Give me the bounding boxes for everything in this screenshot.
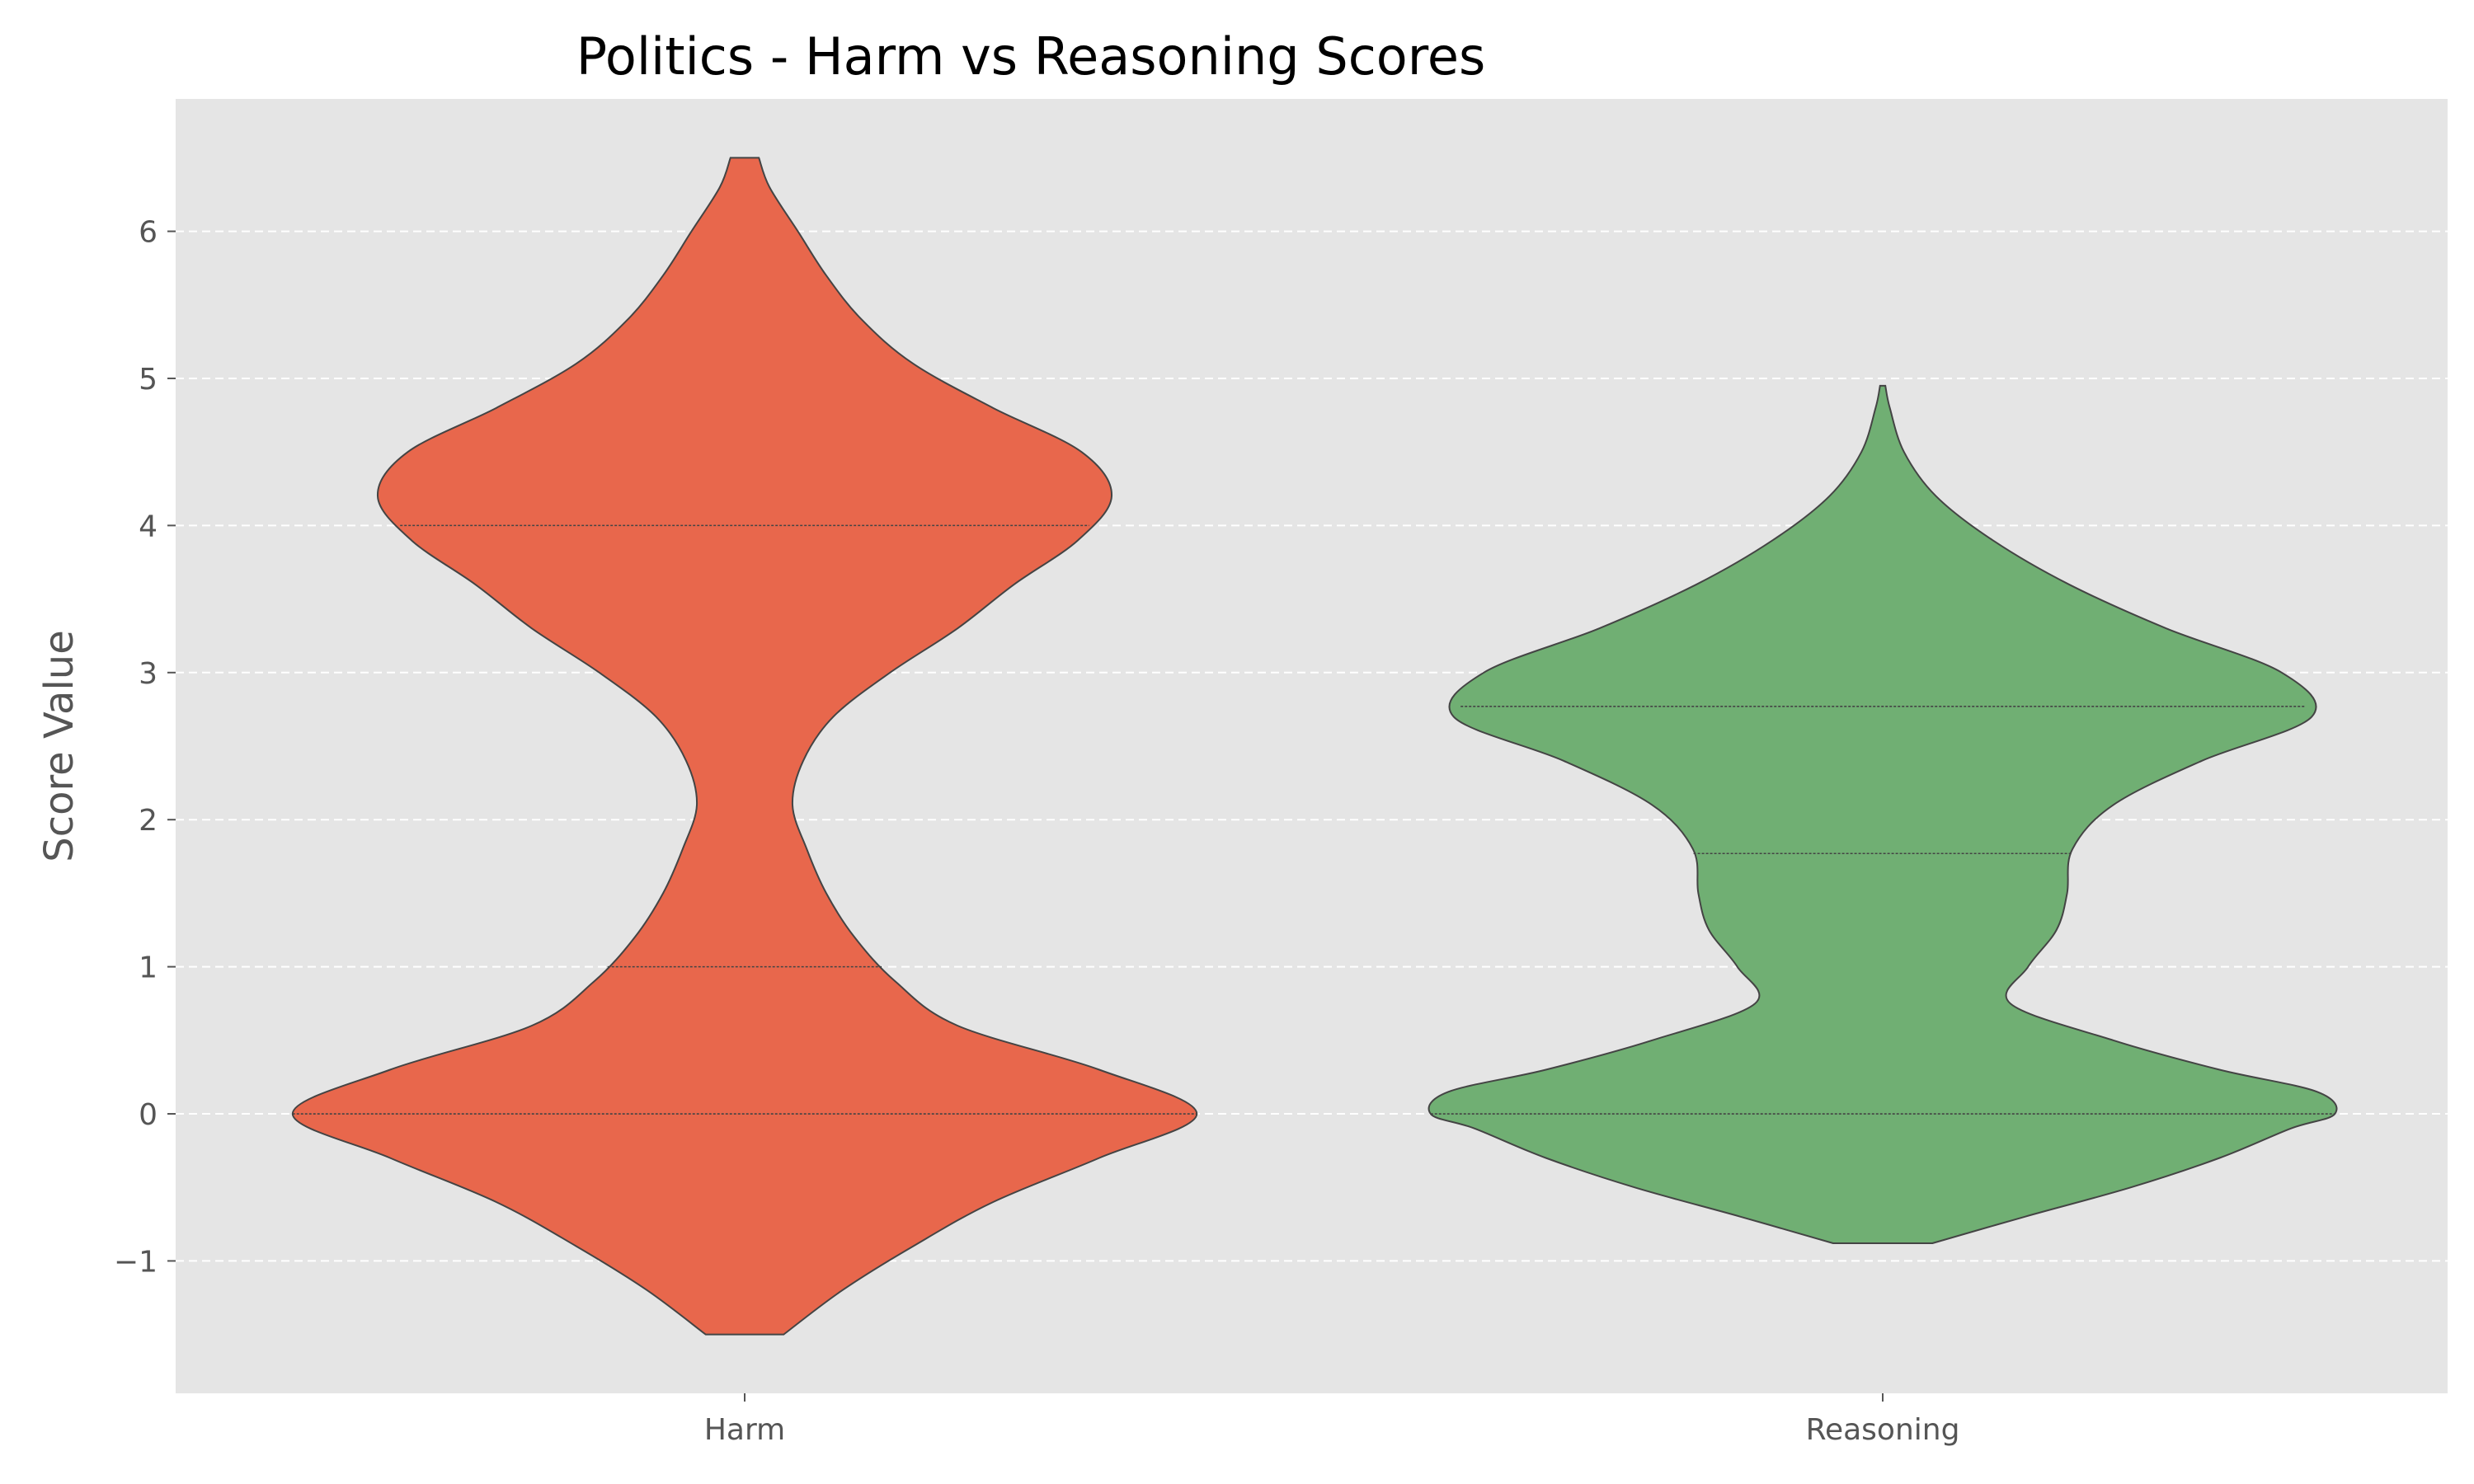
y-tick-label: 2 bbox=[139, 804, 158, 838]
y-tick-label: 5 bbox=[139, 363, 158, 397]
x-tick-label: Reasoning bbox=[1806, 1413, 1960, 1447]
y-tick-label: 6 bbox=[139, 216, 158, 250]
y-tick-label: 1 bbox=[139, 951, 158, 985]
x-axis-ticks: Harm Reasoning bbox=[704, 1393, 1960, 1447]
x-tick-label: Harm bbox=[704, 1413, 785, 1447]
y-tick-label: −1 bbox=[114, 1245, 158, 1279]
chart-title: Politics - Harm vs Reasoning Scores bbox=[576, 26, 1486, 87]
violin-reasoning bbox=[1427, 384, 2338, 1245]
y-axis-label: Score Value bbox=[36, 630, 82, 862]
y-tick-label: 3 bbox=[139, 657, 158, 691]
y-tick-label: 0 bbox=[139, 1098, 158, 1132]
y-axis-ticks: −1 0 1 2 3 4 5 6 bbox=[114, 216, 176, 1279]
y-tick-label: 4 bbox=[139, 510, 158, 543]
violins bbox=[291, 157, 2338, 1336]
violin-harm bbox=[291, 157, 1198, 1336]
